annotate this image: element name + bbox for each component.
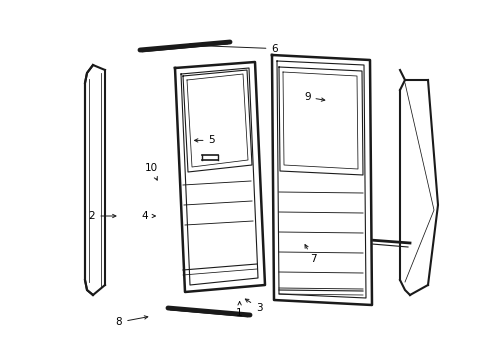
Text: 8: 8 xyxy=(115,316,147,327)
Text: 7: 7 xyxy=(305,244,316,264)
Text: 2: 2 xyxy=(88,211,116,221)
Text: 3: 3 xyxy=(245,299,262,313)
Polygon shape xyxy=(271,55,371,305)
Text: 5: 5 xyxy=(194,135,215,145)
Text: 4: 4 xyxy=(142,211,155,221)
Text: 1: 1 xyxy=(236,302,243,318)
Text: 6: 6 xyxy=(187,44,278,54)
Text: 9: 9 xyxy=(303,92,324,102)
Text: 10: 10 xyxy=(145,163,158,180)
Polygon shape xyxy=(175,62,264,292)
